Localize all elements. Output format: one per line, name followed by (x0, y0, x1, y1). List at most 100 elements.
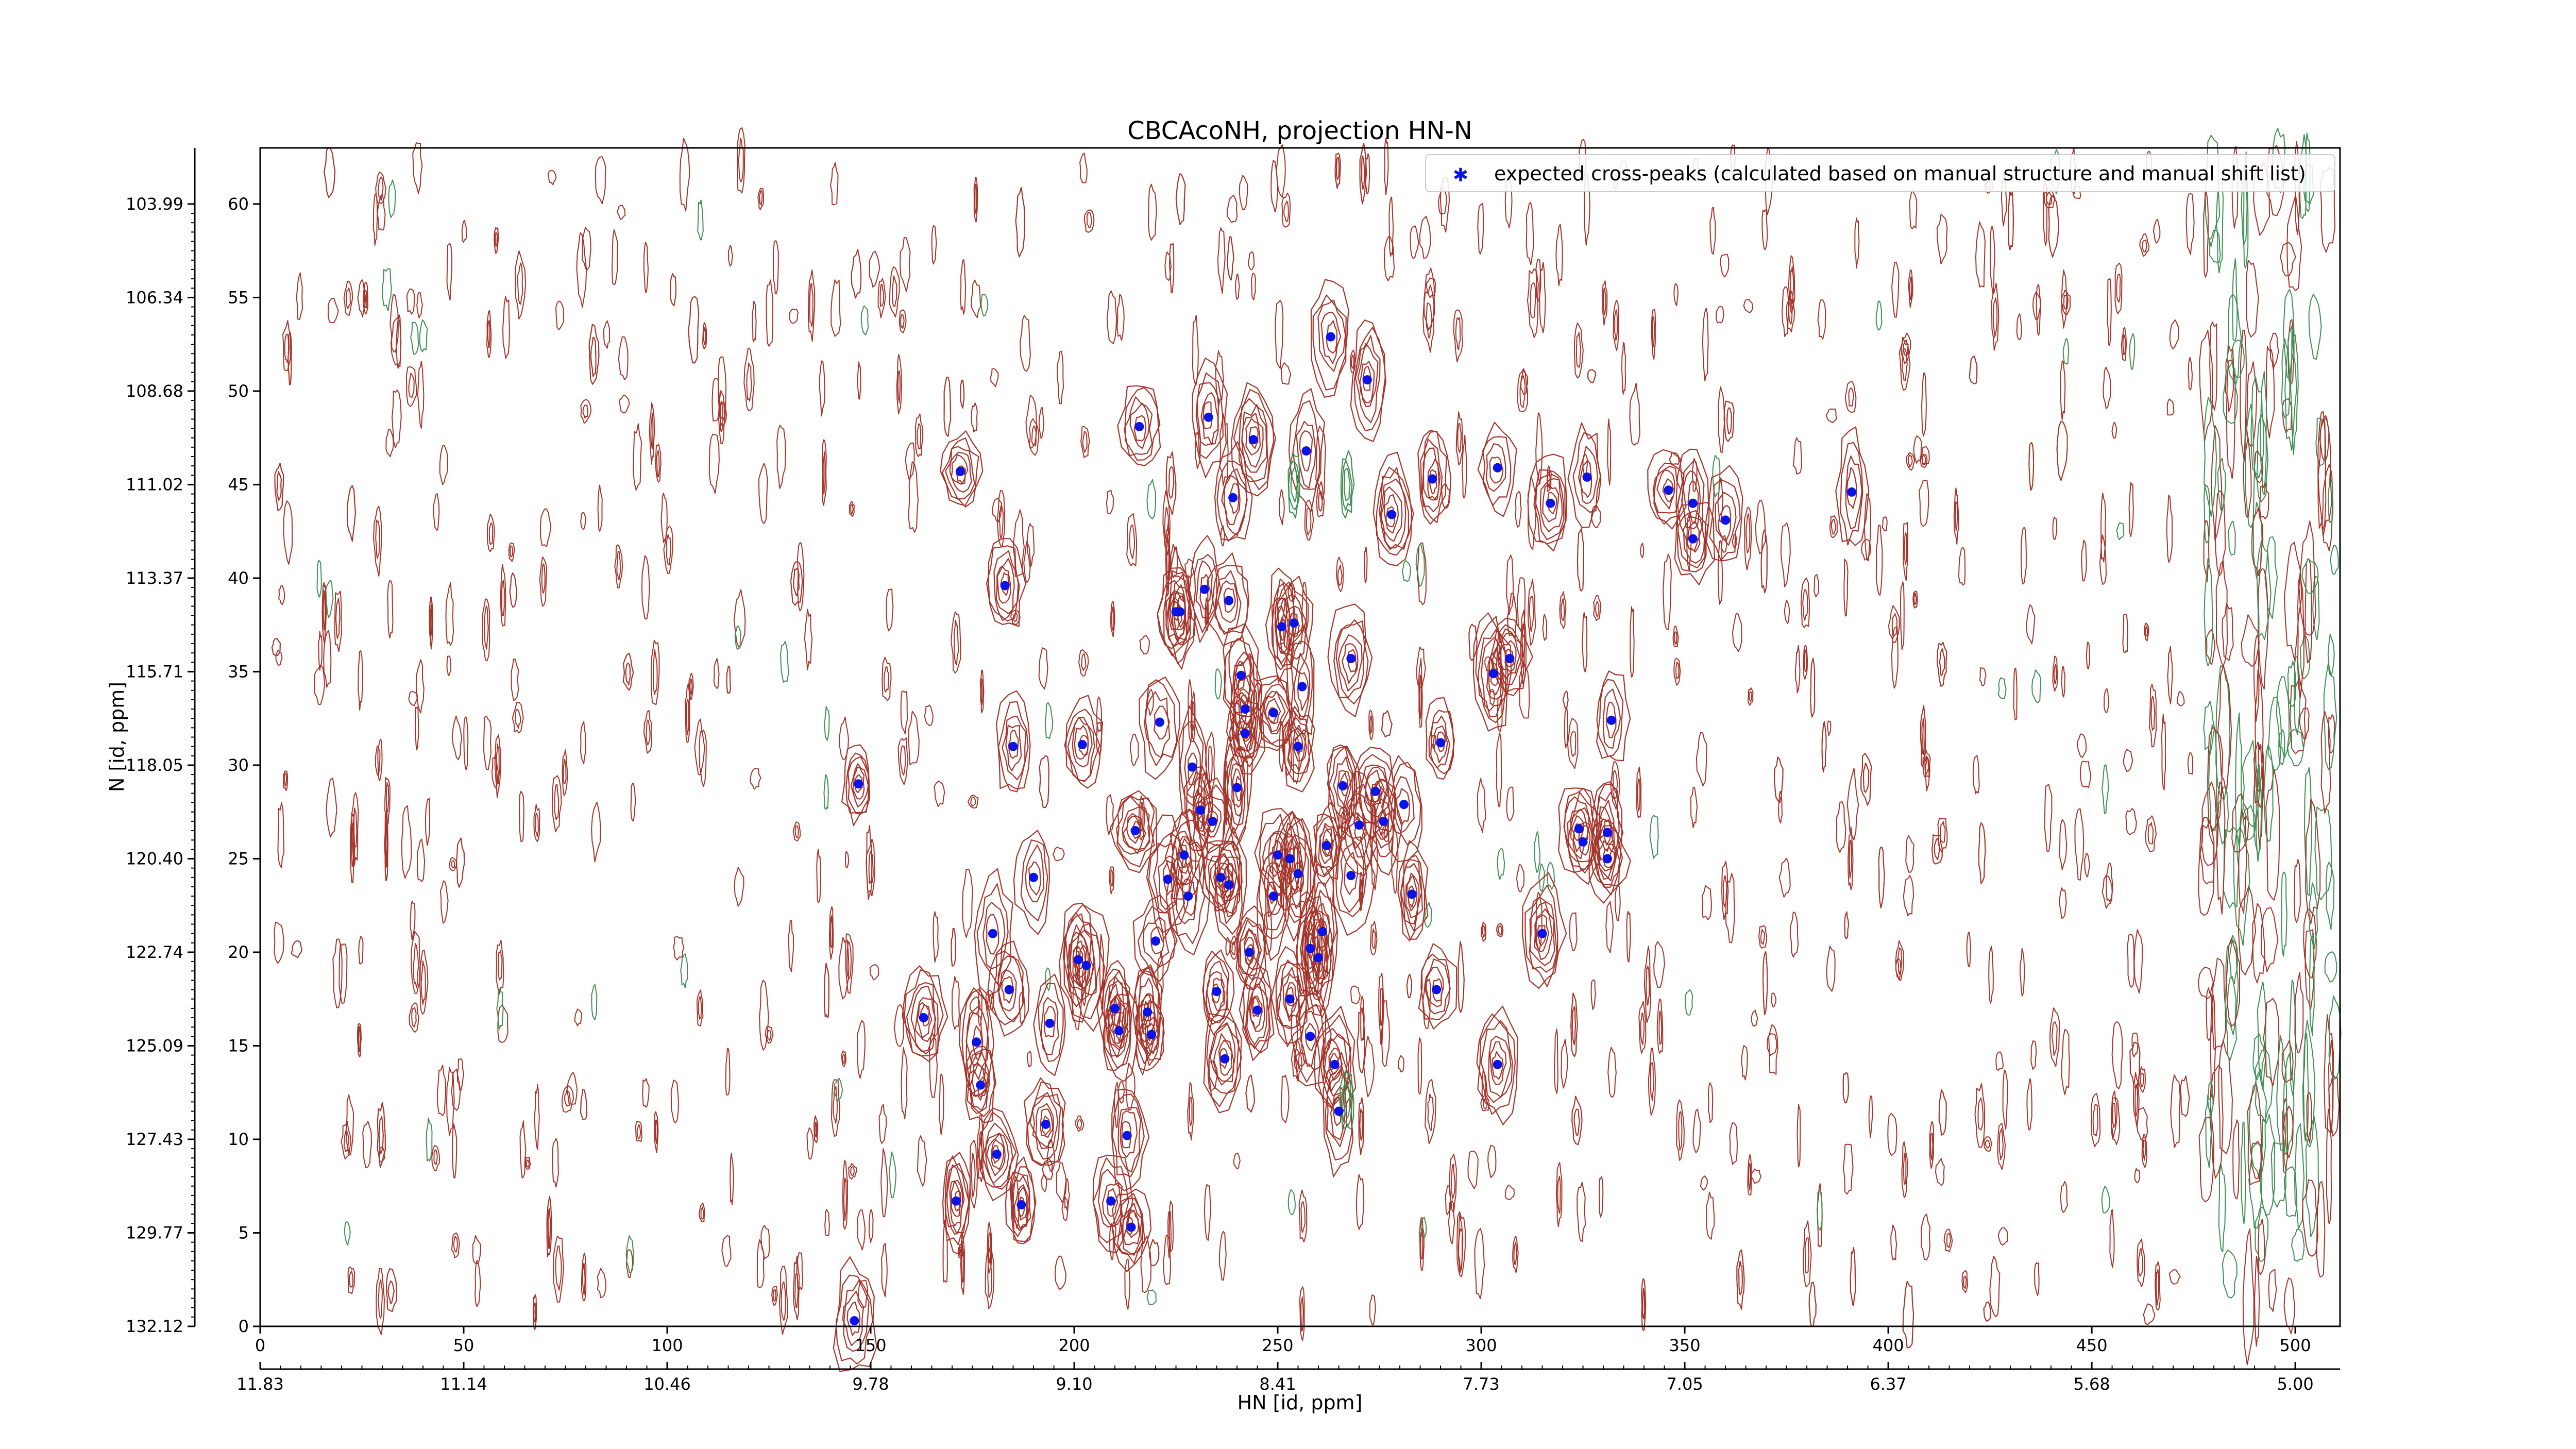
noise-contour (1512, 1236, 1519, 1273)
noise-contour (401, 805, 412, 879)
noise-contour (590, 336, 597, 377)
peak-contour (1192, 357, 1228, 478)
noise-contour (1803, 645, 1808, 680)
noise-contour (1042, 1158, 1053, 1180)
solvent-contour (2299, 635, 2310, 680)
noise-contour (971, 279, 981, 318)
peak-contour (1477, 422, 1517, 517)
noise-contour (1079, 153, 1088, 183)
noise-contour (702, 322, 707, 349)
noise-contour (1023, 541, 1031, 583)
noise-contour (1748, 1163, 1751, 1191)
peak-contour (1072, 716, 1093, 768)
noise-contour (1614, 309, 1618, 341)
noise-contour (431, 1145, 440, 1171)
noise-contour (1706, 1191, 1715, 1240)
peak-contour (1112, 1093, 1145, 1177)
peak-contour (1596, 670, 1631, 762)
noise-contour (1599, 1176, 1604, 1218)
noise-contour (378, 1116, 384, 1154)
noise-contour (2106, 862, 2113, 902)
noise-contour (1936, 642, 1947, 687)
noise-contour (318, 631, 323, 671)
peak-contour (1304, 909, 1332, 1016)
noise-contour (619, 395, 630, 414)
noise-contour (508, 542, 515, 562)
cross-peak-marker (1688, 498, 1698, 508)
peak-contour (1482, 436, 1512, 506)
noise-contour (1946, 1233, 1951, 1248)
noise-contour (2133, 1072, 2140, 1128)
noise-contour (1148, 183, 1157, 241)
noise-contour (439, 445, 448, 485)
noise-contour-negative (1146, 1289, 1157, 1305)
noise-contour (1905, 452, 1916, 471)
peak-contour (1333, 756, 1353, 813)
noise-contour (1052, 847, 1065, 862)
noise-contour (1458, 1228, 1464, 1271)
peak-contour (949, 1180, 963, 1226)
peak-contour (1652, 465, 1682, 514)
peak-contour (1277, 967, 1301, 1029)
noise-contour (510, 545, 514, 558)
noise-contour (495, 232, 498, 247)
peak-contour (1379, 467, 1409, 550)
peak-contour (1194, 790, 1206, 830)
solvent-contour (2325, 862, 2335, 930)
solvent-contour (2198, 967, 2214, 1000)
noise-contour (2107, 278, 2112, 346)
peak-contour (1397, 840, 1429, 941)
noise-contour (2104, 688, 2109, 714)
peak-contour (1330, 1086, 1346, 1140)
cross-peak-marker (1130, 826, 1140, 835)
noise-contour (1207, 1060, 1218, 1091)
y-tick-label: 10 (228, 1130, 249, 1149)
noise-contour (512, 702, 524, 734)
peak-contour (1142, 916, 1170, 967)
noise-contour (451, 1123, 457, 1179)
noise-contour-negative (2031, 669, 2042, 704)
cross-peak-marker (1000, 581, 1010, 591)
noise-contour (869, 250, 880, 288)
peak-contour (1492, 624, 1525, 696)
noise-contour (2063, 294, 2069, 310)
noise-contour (1350, 985, 1361, 1005)
noise-contour (845, 851, 850, 868)
peak-contour (1146, 814, 1191, 942)
noise-contour (514, 709, 521, 729)
noise-contour (1519, 661, 1530, 719)
peak-contour (1126, 816, 1141, 844)
peak-contour (1305, 1022, 1316, 1052)
peak-contour (1224, 874, 1232, 899)
peak-contour (1154, 705, 1170, 740)
noise-contour (1842, 1072, 1849, 1104)
noise-contour (699, 729, 707, 787)
noise-contour-negative (860, 305, 869, 336)
noise-contour (900, 237, 911, 292)
solvent-contour (2305, 1116, 2319, 1238)
noise-contour (1793, 437, 1803, 475)
noise-contour (614, 544, 623, 589)
peak-contour (1005, 724, 1022, 771)
noise-contour (582, 1262, 586, 1296)
noise-contour (1057, 350, 1064, 405)
noise-contour (1031, 426, 1037, 446)
noise-contour (688, 296, 700, 364)
noise-contour (1829, 515, 1838, 538)
noise-contour (1554, 1029, 1558, 1094)
solvent-contour (2312, 576, 2320, 641)
noise-contour (546, 1195, 552, 1258)
solvent-contour (2316, 1181, 2326, 1278)
noise-contour (412, 142, 423, 194)
solvent-contour (2283, 1277, 2295, 1335)
peak-contour (1111, 1193, 1146, 1264)
noise-contour-negative (419, 319, 428, 352)
noise-contour (1903, 522, 1908, 581)
noise-contour (597, 1268, 606, 1299)
peak-contour (1328, 746, 1355, 820)
noise-contour (519, 790, 524, 842)
peak-contour (1176, 862, 1198, 924)
noise-contour (1848, 387, 1854, 407)
noise-contour (1294, 1048, 1300, 1072)
noise-contour (498, 950, 503, 981)
